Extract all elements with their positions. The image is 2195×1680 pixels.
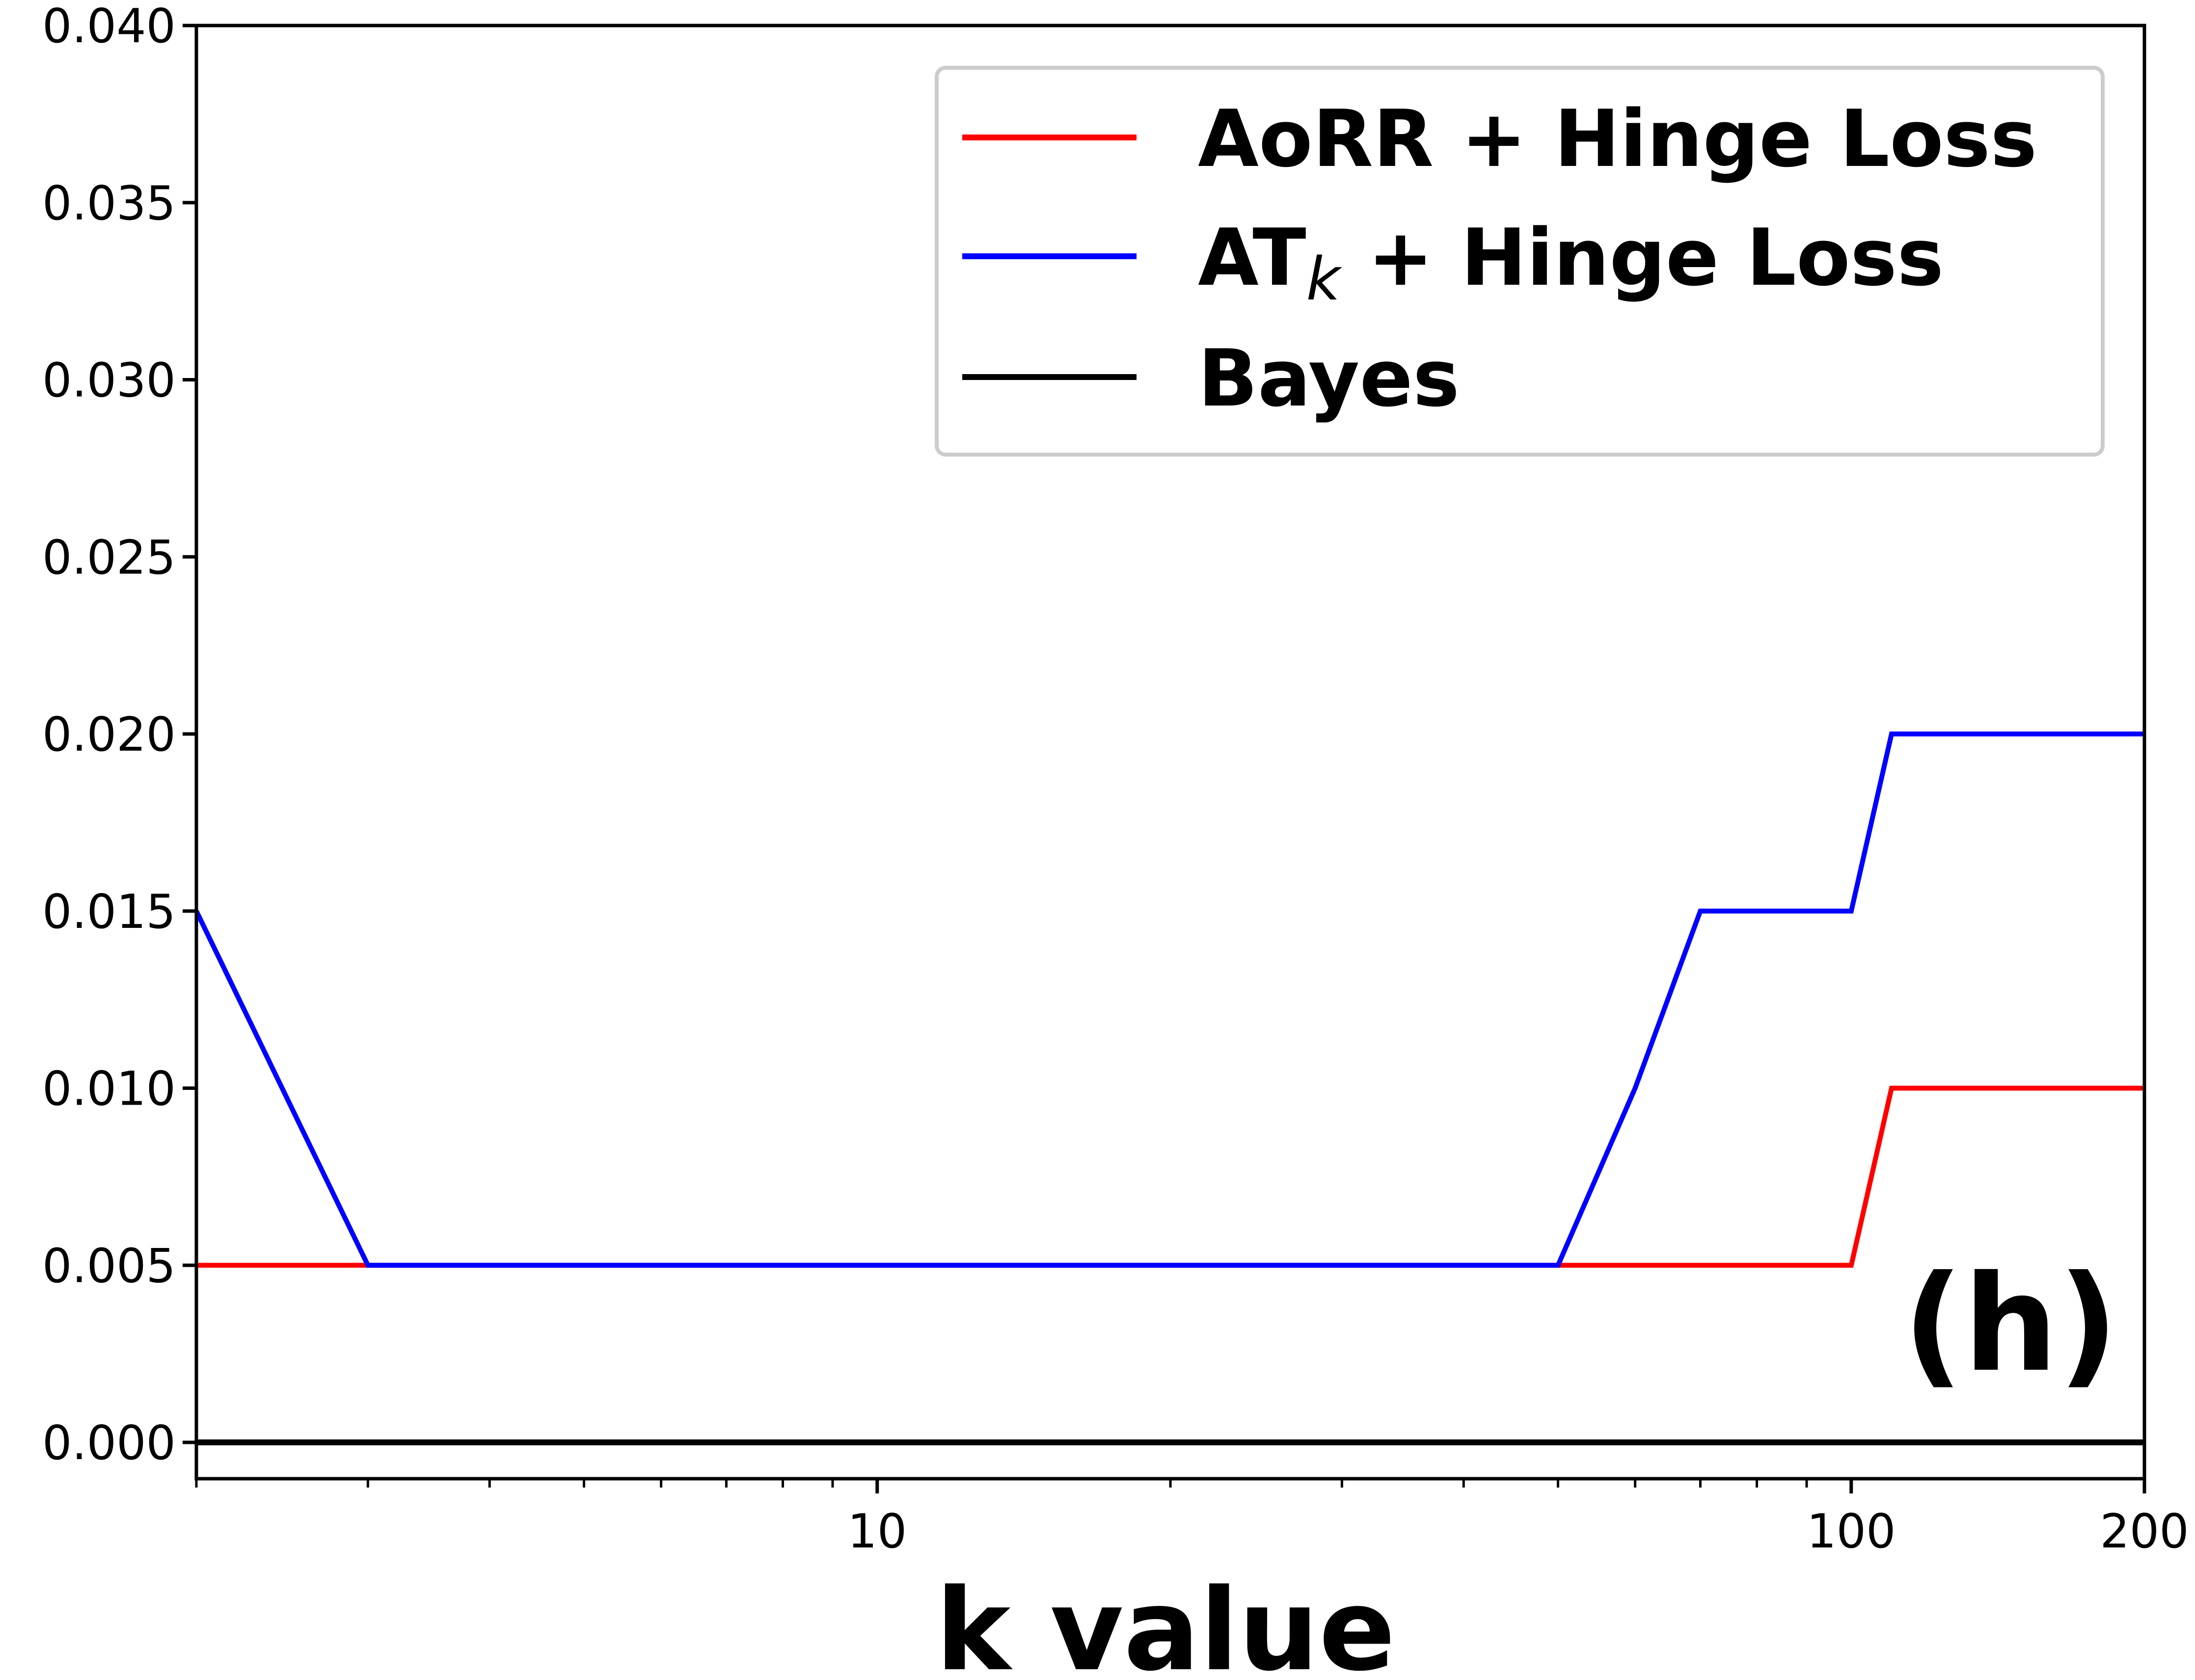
series-line-0	[196, 1085, 2144, 1268]
legend-label-atk-sub: k	[1306, 245, 1343, 314]
legend-label-atk-rest: + Hinge Loss	[1340, 212, 1944, 303]
y-tick-label: 0.035	[42, 177, 176, 231]
y-axis-ticks: 0.000 0.005 0.010 0.015 0.020 0.025 0.030 0.035…	[42, 0, 196, 1470]
x-tick-label: 10	[847, 1505, 907, 1559]
x-axis-title: k value	[936, 1565, 1396, 1680]
legend: AoRR + Hinge Loss ATk + Hinge Loss Bayes	[935, 66, 2105, 457]
legend-label-atk-main: AT	[1198, 212, 1306, 303]
y-tick-label: 0.040	[42, 0, 176, 54]
plot-frame	[194, 24, 2146, 1481]
y-tick-label: 0.000	[42, 1416, 176, 1470]
y-tick-label: 0.005	[42, 1239, 176, 1293]
legend-label-aorr: AoRR + Hinge Loss	[1198, 93, 2037, 185]
y-tick-label: 0.015	[42, 885, 176, 939]
y-tick-label: 0.025	[42, 531, 176, 585]
series-line-1	[194, 732, 2144, 1268]
y-tick-label: 0.020	[42, 708, 176, 762]
legend-label-bayes: Bayes	[1198, 332, 1460, 424]
panel-label: (h)	[1903, 1246, 2118, 1401]
x-axis-ticks: 10 100 200	[195, 1479, 2189, 1559]
x-tick-label: 200	[2100, 1505, 2189, 1559]
y-tick-label: 0.010	[42, 1062, 176, 1116]
legend-label-atk: ATk + Hinge Loss	[1198, 212, 1944, 314]
legend-box	[935, 66, 2105, 457]
x-tick-label: 100	[1807, 1505, 1896, 1559]
y-tick-label: 0.030	[42, 354, 176, 408]
series-layer	[194, 732, 2144, 1445]
